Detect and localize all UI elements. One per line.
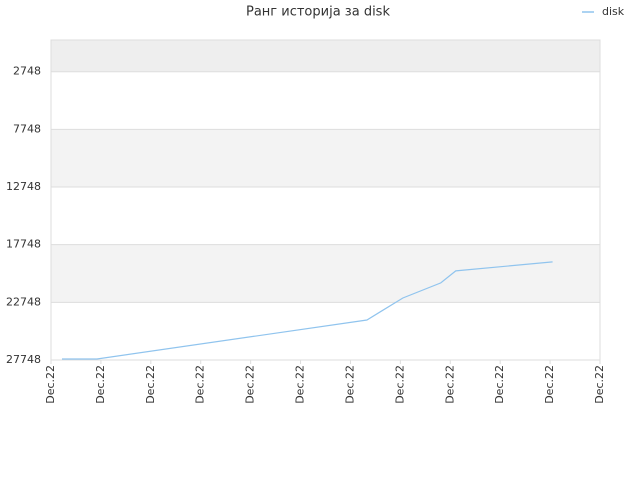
chart-title: Ранг историја за disk [246,5,390,20]
plot-frame [50,39,601,361]
legend-label: disk [602,5,625,18]
x-tick-label: Dec.22 [443,365,456,404]
x-tick-label: Dec.22 [294,365,307,404]
y-tick-label: 17748 [6,238,41,251]
x-tick-label: Dec.22 [393,365,406,404]
y-tick-label: 27748 [6,353,41,366]
grid-band [51,244,600,303]
x-tick-label: Dec.22 [593,365,606,404]
x-tick-label: Dec.22 [144,365,157,404]
grid-band [51,40,600,72]
y-tick-label: 2748 [13,65,41,78]
x-tick-label: Dec.22 [244,365,257,404]
x-tick-label: Dec.22 [44,365,57,404]
x-tick-label: Dec.22 [194,365,207,404]
x-tick-label: Dec.22 [493,365,506,404]
grid-band [51,129,600,188]
x-tick-label: Dec.22 [343,365,356,404]
x-tick-label: Dec.22 [94,365,107,404]
y-tick-label: 22748 [6,295,41,308]
y-tick-label: 12748 [6,180,41,193]
y-tick-label: 7748 [13,122,41,135]
x-tick-label: Dec.22 [543,365,556,404]
data-line [61,261,553,360]
